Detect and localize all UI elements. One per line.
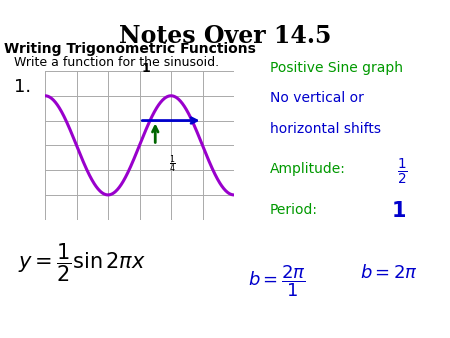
Text: Write a function for the sinusoid.: Write a function for the sinusoid. bbox=[14, 56, 219, 69]
Text: Positive Sine graph: Positive Sine graph bbox=[270, 61, 403, 75]
Text: Amplitude:: Amplitude: bbox=[270, 162, 346, 176]
Text: $b = 2\pi$: $b = 2\pi$ bbox=[360, 264, 418, 282]
Text: horizontal shifts: horizontal shifts bbox=[270, 122, 381, 136]
Text: Notes Over 14.5: Notes Over 14.5 bbox=[119, 24, 331, 48]
Text: Period:: Period: bbox=[270, 203, 318, 217]
Text: No vertical or: No vertical or bbox=[270, 91, 364, 105]
Text: 1: 1 bbox=[142, 62, 151, 74]
Text: $y = \dfrac{1}{2}\sin 2\pi x$: $y = \dfrac{1}{2}\sin 2\pi x$ bbox=[18, 242, 146, 284]
Text: $b = \dfrac{2\pi}{1}$: $b = \dfrac{2\pi}{1}$ bbox=[248, 264, 306, 299]
Text: $\mathbf{1}$: $\mathbf{1}$ bbox=[391, 201, 406, 221]
Text: 1.: 1. bbox=[14, 78, 32, 96]
Text: $\frac{1}{4}$: $\frac{1}{4}$ bbox=[169, 153, 176, 175]
Text: $\frac{1}{2}$: $\frac{1}{2}$ bbox=[397, 157, 408, 187]
Text: Writing Trigonometric Functions: Writing Trigonometric Functions bbox=[4, 42, 256, 56]
